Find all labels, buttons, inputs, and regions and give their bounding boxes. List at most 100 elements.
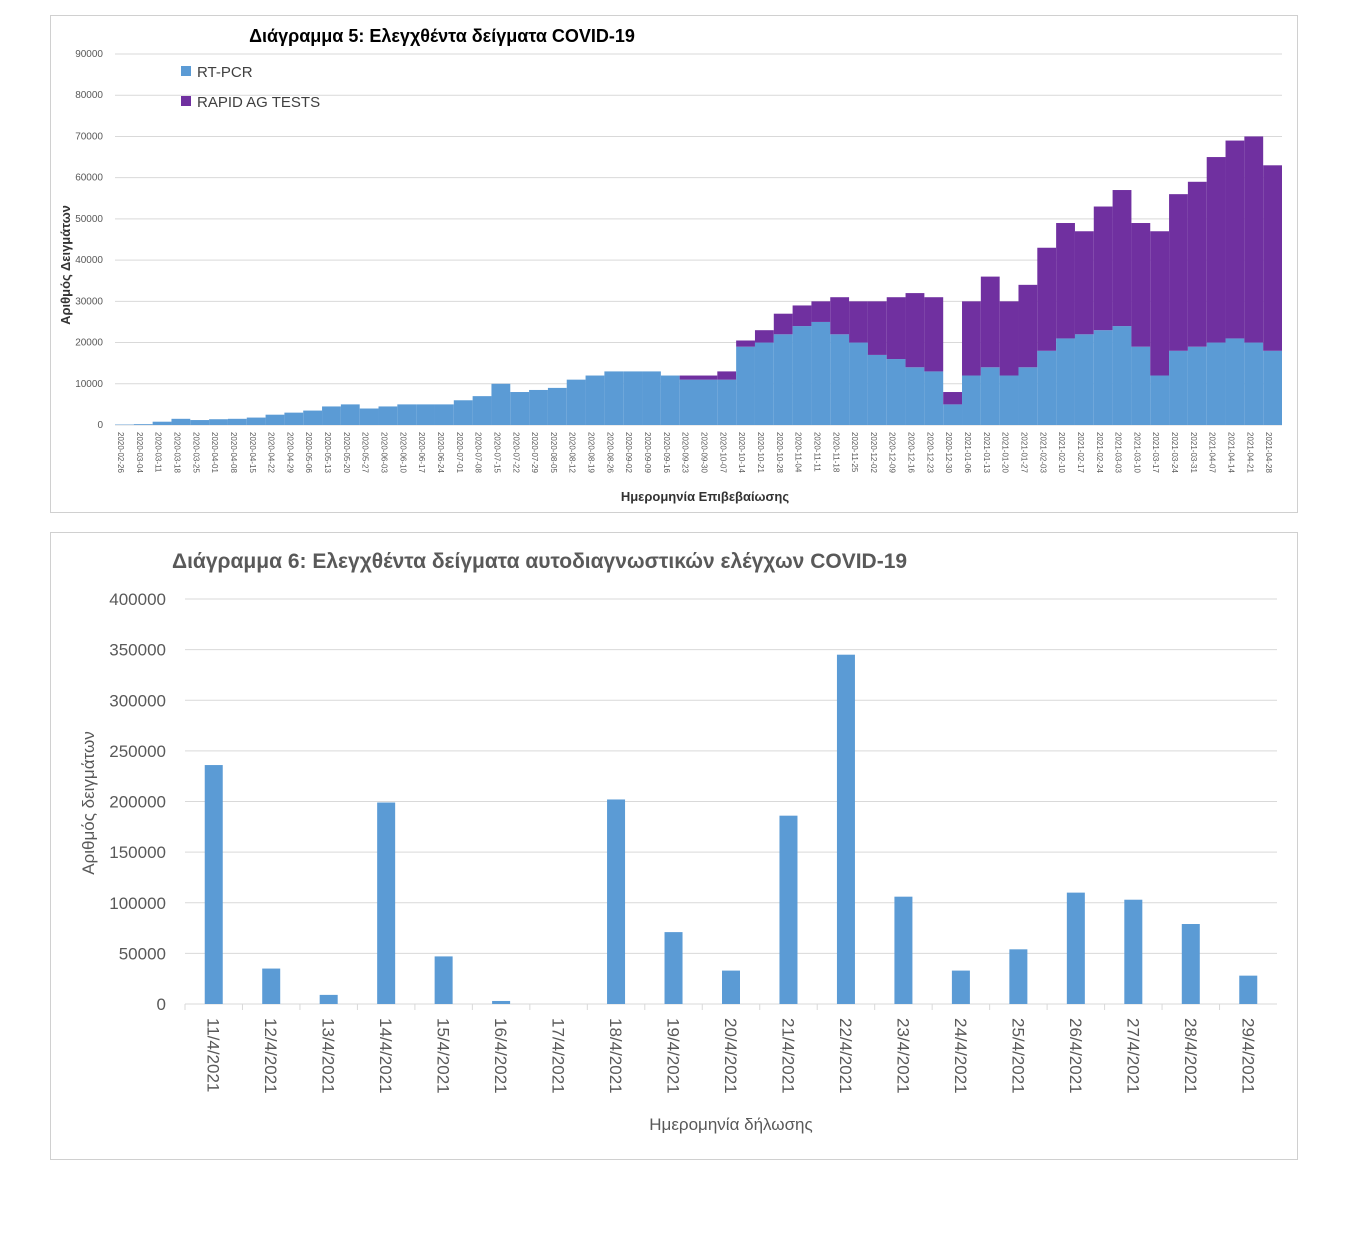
x-tick-label: 2020-11-11 [812, 432, 821, 472]
bar-rapid [1225, 140, 1245, 339]
bar-rapid [1244, 136, 1264, 343]
y-tick-label: 0 [97, 420, 103, 431]
bar-rtpcr [1206, 342, 1226, 425]
bar-rtpcr [867, 354, 887, 425]
x-tick-label: 2020-12-02 [869, 432, 878, 473]
bar-rapid [1093, 206, 1113, 331]
x-tick-label: 22/4/2021 [836, 1018, 855, 1094]
x-tick-label: 16/4/2021 [491, 1018, 510, 1094]
x-tick-label: 25/4/2021 [1008, 1018, 1027, 1094]
x-tick-label: 2020-07-01 [455, 432, 464, 473]
bar-rtpcr [227, 418, 247, 425]
y-tick-label: 0 [157, 995, 166, 1014]
bar-rtpcr [1244, 342, 1264, 425]
bar [1239, 975, 1258, 1004]
bar-rtpcr [133, 424, 153, 425]
chart5-xlabel: Ημερομηνία Επιβεβαίωσης [621, 489, 790, 504]
bar [434, 956, 453, 1004]
x-tick-label: 2020-06-17 [417, 432, 426, 473]
bar-rtpcr [604, 371, 624, 425]
bar-rtpcr [943, 404, 963, 425]
x-tick-label: 13/4/2021 [319, 1018, 338, 1094]
x-tick-label: 2021-03-10 [1132, 432, 1141, 473]
bar [492, 1000, 511, 1004]
x-tick-label: 28/4/2021 [1181, 1018, 1200, 1094]
bar-rapid [679, 375, 699, 380]
bar-rapid [830, 297, 850, 335]
bar-rapid [698, 375, 718, 380]
bar-rapid [980, 276, 1000, 368]
bar-rtpcr [265, 414, 285, 425]
bar-rtpcr [924, 371, 944, 425]
x-tick-label: 2021-03-03 [1114, 432, 1123, 473]
bar [664, 932, 683, 1004]
bar-rtpcr [642, 371, 661, 425]
x-tick-label: 2021-01-27 [1019, 432, 1028, 473]
bar-rapid [1112, 190, 1132, 327]
bar-rtpcr [811, 321, 831, 425]
x-tick-label: 2020-04-22 [267, 432, 276, 473]
bar-rtpcr [303, 410, 323, 425]
bar-rapid [1018, 284, 1038, 368]
bar-rtpcr [284, 412, 304, 425]
y-tick-label: 60000 [75, 173, 103, 184]
bar-rtpcr [736, 346, 755, 425]
bar-rapid [924, 297, 944, 372]
bar-rtpcr [962, 375, 981, 425]
bar-rapid [1074, 231, 1094, 335]
chart6-xlabel: Ημερομηνία δήλωσης [649, 1115, 812, 1134]
bar-rapid [1187, 181, 1207, 347]
x-tick-label: 2021-01-13 [982, 432, 991, 473]
legend-swatch-rtpcr [181, 66, 191, 76]
x-tick-label: 2021-04-07 [1208, 432, 1217, 473]
chart6-title: Διάγραμμα 6: Ελεγχθέντα δείγματα αυτοδια… [172, 550, 907, 573]
x-tick-label: 2020-10-21 [756, 432, 765, 473]
bar-rtpcr [491, 383, 511, 425]
bar-rtpcr [209, 419, 228, 425]
legend-label-rtpcr: RT-PCR [197, 64, 253, 81]
x-tick-label: 2020-03-25 [191, 432, 200, 473]
bar-rapid [1037, 247, 1057, 351]
bar-rtpcr [1056, 338, 1075, 425]
bar-rtpcr [359, 408, 379, 425]
bar-rtpcr [830, 334, 850, 425]
bar-rtpcr [1112, 326, 1132, 425]
x-tick-label: 2020-06-24 [436, 432, 445, 473]
bar [951, 970, 970, 1004]
y-tick-label: 400000 [109, 590, 166, 609]
bar-rtpcr [434, 404, 454, 425]
x-tick-label: 2020-12-23 [925, 432, 934, 473]
y-tick-label: 100000 [109, 894, 166, 913]
bar-rtpcr [1018, 367, 1038, 425]
y-tick-label: 40000 [75, 255, 103, 266]
y-tick-label: 80000 [75, 90, 103, 101]
x-tick-label: 2020-09-16 [662, 432, 671, 473]
bar-rtpcr [1187, 346, 1207, 425]
x-tick-label: 2020-07-15 [492, 432, 501, 473]
bar-rtpcr [397, 404, 417, 425]
bar-rtpcr [999, 375, 1019, 425]
bar-rapid [1131, 223, 1151, 347]
bar [1066, 892, 1085, 1004]
bar-rtpcr [547, 387, 567, 425]
x-tick-label: 2020-09-30 [700, 432, 709, 473]
bar-rtpcr [698, 379, 718, 425]
x-tick-label: 2020-03-04 [135, 432, 144, 473]
x-tick-label: 15/4/2021 [434, 1018, 453, 1094]
bar-rapid [1169, 194, 1188, 351]
bar-rapid [943, 392, 963, 405]
x-tick-label: 14/4/2021 [376, 1018, 395, 1094]
bar-rapid [754, 330, 774, 343]
y-tick-label: 70000 [75, 131, 103, 142]
x-tick-label: 2020-06-10 [398, 432, 407, 473]
x-tick-label: 23/4/2021 [893, 1018, 912, 1094]
y-tick-label: 150000 [109, 843, 166, 862]
bar-rtpcr [340, 404, 360, 425]
x-tick-label: 2020-07-08 [474, 432, 483, 473]
y-tick-label: 90000 [75, 49, 103, 60]
x-tick-label: 2021-04-21 [1245, 432, 1254, 473]
x-tick-label: 2021-03-24 [1170, 432, 1179, 473]
bar-rtpcr [849, 342, 868, 425]
x-tick-label: 2021-04-14 [1227, 432, 1236, 473]
x-tick-label: 2020-02-26 [116, 432, 125, 473]
